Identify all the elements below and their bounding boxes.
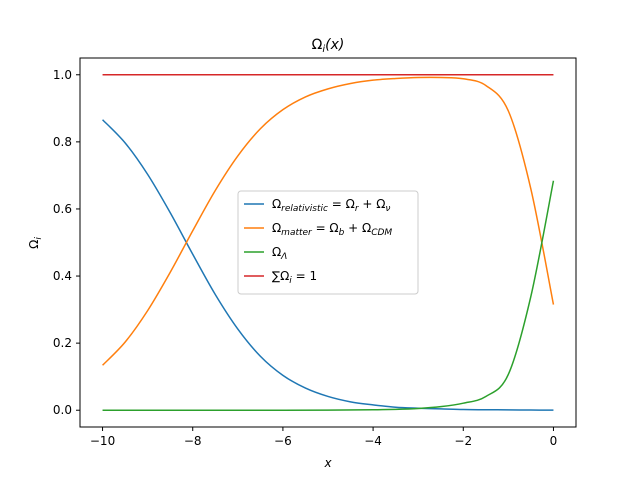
x-tick-label: −2 <box>454 434 472 448</box>
y-tick-label: 1.0 <box>53 68 72 82</box>
plot-frame <box>79 57 577 428</box>
y-tick-label: 0.2 <box>53 336 72 350</box>
y-tick-label: 0.0 <box>53 403 72 417</box>
legend-label: ∑Ωi = 1 <box>272 269 317 286</box>
x-axis-ticks: −10 −8 −6 −4 −2 0 <box>90 427 557 448</box>
y-axis-ticks: 0.0 0.2 0.4 0.6 0.8 1.0 <box>53 68 80 417</box>
legend-label: Ωmatter = Ωb + ΩCDM <box>272 221 392 238</box>
legend-label: ΩΛ <box>272 245 287 262</box>
y-label-sub: i <box>34 237 44 240</box>
series-layer <box>102 74 555 411</box>
title-sub: i <box>322 44 325 55</box>
x-axis-label: x <box>323 456 332 470</box>
chart-title: Ωi(x) <box>312 37 345 55</box>
y-tick-label: 0.4 <box>53 269 72 283</box>
x-tick-label: −8 <box>184 434 202 448</box>
x-tick-label: −10 <box>90 434 115 448</box>
legend: Ωrelativistic = Ωr + Ων Ωmatter = Ωb + ΩC… <box>237 190 419 295</box>
series-line-0 <box>102 119 554 411</box>
series-line-2 <box>102 180 555 411</box>
legend-entries: Ωrelativistic = Ωr + Ων Ωmatter = Ωb + ΩC… <box>244 197 392 286</box>
y-label-base: Ω <box>27 240 41 249</box>
legend-box <box>237 190 419 295</box>
legend-label: Ωrelativistic = Ωr + Ων <box>272 197 390 214</box>
title-base: Ω <box>312 37 323 53</box>
y-tick-label: 0.8 <box>53 135 72 149</box>
series-line-1 <box>102 76 555 366</box>
x-tick-label: −6 <box>274 434 292 448</box>
y-axis-label: Ωi <box>27 237 44 249</box>
x-tick-label: −4 <box>364 434 382 448</box>
y-tick-label: 0.6 <box>53 202 72 216</box>
x-tick-label: 0 <box>550 434 558 448</box>
title-rest: (x) <box>325 37 344 53</box>
